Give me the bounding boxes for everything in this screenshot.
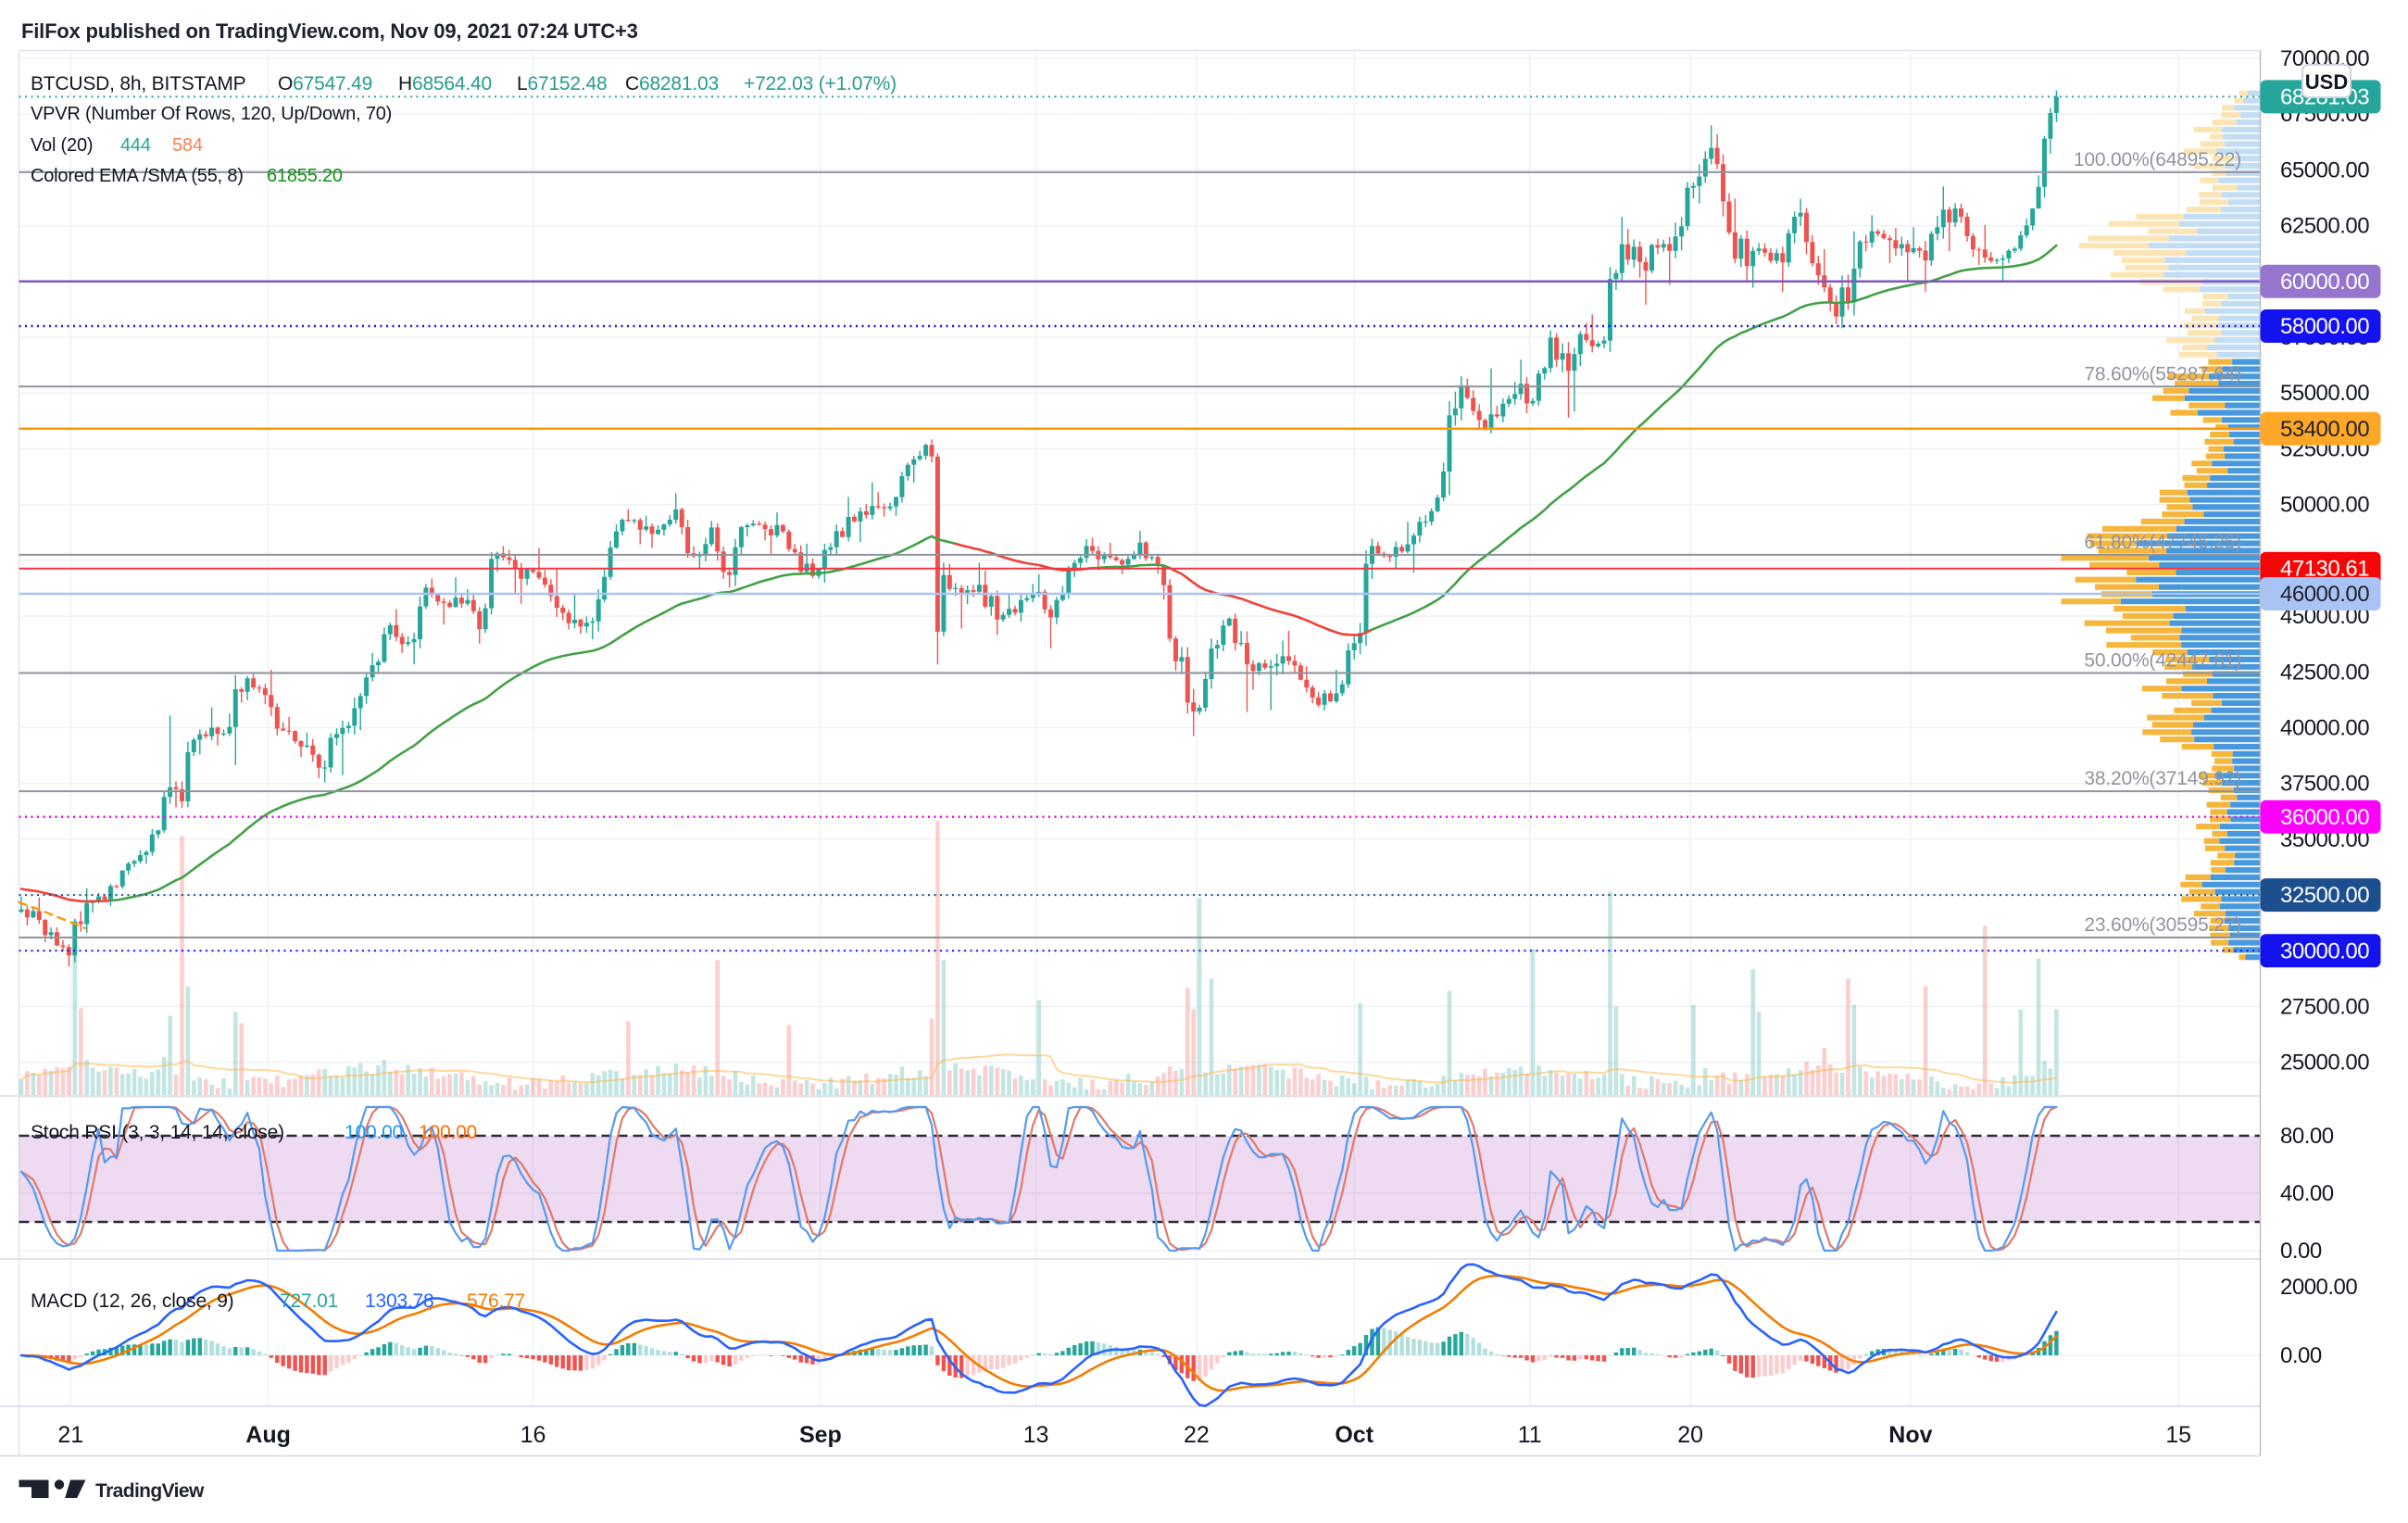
svg-text:576.77: 576.77 (467, 1290, 525, 1312)
svg-text:40000.00: 40000.00 (2280, 716, 2369, 741)
svg-text:100.00: 100.00 (419, 1122, 477, 1143)
svg-text:50.00%(42447.61): 50.00%(42447.61) (2084, 650, 2241, 672)
svg-text:Sep: Sep (799, 1422, 842, 1448)
svg-text:727.01: 727.01 (280, 1290, 338, 1312)
svg-text:FilFox published on TradingVie: FilFox published on TradingView.com, Nov… (21, 19, 638, 43)
svg-text:78.60%(55287.64): 78.60%(55287.64) (2084, 363, 2241, 384)
svg-text:23.60%(30595.27): 23.60%(30595.27) (2084, 914, 2241, 936)
svg-text:58000.00: 58000.00 (2280, 314, 2369, 339)
svg-text:Oct: Oct (1335, 1422, 1373, 1448)
svg-text:55000.00: 55000.00 (2280, 381, 2369, 406)
svg-text:27500.00: 27500.00 (2280, 995, 2369, 1020)
svg-text:Vol (20): Vol (20) (31, 135, 93, 156)
svg-text:42500.00: 42500.00 (2280, 660, 2369, 685)
svg-text:Stoch RSI (3, 3, 14, 14, close: Stoch RSI (3, 3, 14, 14, close) (31, 1122, 284, 1143)
svg-text:65000.00: 65000.00 (2280, 157, 2369, 183)
svg-text:100.00%(64895.22): 100.00%(64895.22) (2074, 149, 2241, 170)
svg-text:444: 444 (120, 135, 151, 156)
svg-text:22: 22 (1184, 1422, 1210, 1448)
svg-text:Nov: Nov (1888, 1422, 1932, 1448)
svg-text:H68564.40: H68564.40 (398, 73, 492, 94)
svg-text:46000.00: 46000.00 (2280, 582, 2369, 607)
svg-text:L67152.48: L67152.48 (517, 73, 607, 94)
svg-text:0.00: 0.00 (2280, 1343, 2322, 1368)
svg-text:15: 15 (2165, 1422, 2191, 1448)
svg-text:0.00: 0.00 (2280, 1239, 2322, 1264)
svg-text:20: 20 (1677, 1422, 1703, 1448)
svg-text:USD: USD (2305, 70, 2348, 94)
svg-text:53400.00: 53400.00 (2280, 417, 2369, 442)
svg-text:MACD (12, 26, close, 9): MACD (12, 26, close, 9) (31, 1290, 233, 1312)
svg-text:50000.00: 50000.00 (2280, 493, 2369, 518)
svg-text:Aug: Aug (245, 1422, 291, 1448)
svg-text:584: 584 (172, 135, 203, 156)
svg-text:+722.03 (+1.07%): +722.03 (+1.07%) (744, 73, 897, 94)
svg-text:O67547.49: O67547.49 (278, 73, 372, 94)
svg-text:61.80%(47745.25): 61.80%(47745.25) (2084, 532, 2241, 553)
svg-text:30000.00: 30000.00 (2280, 938, 2369, 963)
svg-text:Colored EMA /SMA (55, 8): Colored EMA /SMA (55, 8) (31, 166, 244, 186)
svg-text:C68281.03: C68281.03 (625, 73, 719, 94)
svg-text:13: 13 (1023, 1422, 1049, 1448)
svg-text:11: 11 (1518, 1422, 1542, 1448)
svg-text:1303.78: 1303.78 (365, 1290, 434, 1312)
svg-text:32500.00: 32500.00 (2280, 883, 2369, 908)
svg-text:61855.20: 61855.20 (267, 166, 343, 186)
svg-text:100.00: 100.00 (345, 1122, 403, 1143)
svg-text:21: 21 (57, 1422, 83, 1448)
svg-text:38.20%(37149.92): 38.20%(37149.92) (2084, 768, 2241, 789)
svg-text:37500.00: 37500.00 (2280, 772, 2369, 797)
svg-text:62500.00: 62500.00 (2280, 214, 2369, 239)
svg-text:TradingView: TradingView (95, 1480, 205, 1502)
svg-text:BTCUSD, 8h, BITSTAMP: BTCUSD, 8h, BITSTAMP (31, 73, 246, 94)
svg-text:60000.00: 60000.00 (2280, 270, 2369, 295)
svg-text:16: 16 (520, 1422, 546, 1448)
svg-text:36000.00: 36000.00 (2280, 805, 2369, 830)
svg-text:80.00: 80.00 (2280, 1124, 2334, 1149)
svg-text:25000.00: 25000.00 (2280, 1051, 2369, 1076)
svg-text:2000.00: 2000.00 (2280, 1275, 2357, 1300)
svg-text:VPVR (Number Of Rows, 120, Up/: VPVR (Number Of Rows, 120, Up/Down, 70) (31, 104, 392, 124)
svg-text:40.00: 40.00 (2280, 1181, 2334, 1206)
